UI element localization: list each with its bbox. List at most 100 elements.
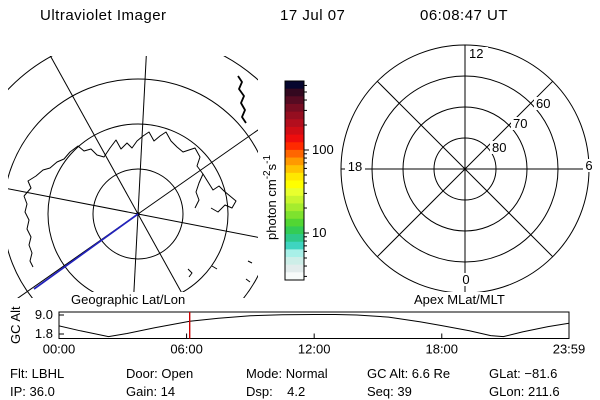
latitude-circle [0, 0, 363, 400]
coastline-path [23, 131, 237, 213]
island-mark [187, 268, 193, 278]
ring-label-bg [490, 141, 511, 154]
latitude-circle [8, 78, 258, 298]
colorbar-band [285, 211, 304, 220]
colorbar-band [285, 188, 304, 197]
colorbar-band [285, 149, 304, 159]
colorbar-band [285, 257, 304, 266]
x-tick-label: 12:00 [298, 342, 331, 357]
colorbar-border [284, 80, 305, 281]
colorbar-band [285, 272, 304, 281]
mlat-ring-label: 70 [513, 116, 527, 131]
colorbar-band [285, 180, 304, 189]
colorbar-tick-label: 10 [312, 225, 326, 240]
timeline-plot: 9.0 1.800:00 06:00 12:00 18:00 23:59 GC Alt [8, 306, 585, 356]
status-seq: Seq: 39 [367, 384, 412, 399]
mlt-hour-label: 12 [469, 46, 483, 61]
status-dsp: Dsp: 4.2 [246, 384, 306, 399]
meridian-line [137, 213, 258, 238]
meridian-line [8, 188, 139, 215]
colorbar-band [285, 111, 304, 120]
y-tick-label: 1.8 [35, 326, 53, 341]
mlt-hour-label: 0 [462, 272, 469, 287]
status-gc-alt: GC Alt: 6.6 Re [367, 366, 451, 381]
coastline-path [194, 173, 204, 209]
colorbar-band [285, 264, 304, 273]
colorbar-band [285, 234, 304, 243]
hour-label-bg [345, 160, 365, 173]
app-title: Ultraviolet Imager [40, 7, 167, 24]
colorbar-band [285, 249, 304, 258]
hour-label-bg [468, 47, 488, 60]
colorbar-band [285, 134, 304, 143]
status-ip: IP: 36.0 [10, 384, 55, 399]
status-glat: GLat: −81.6 [489, 366, 558, 381]
x-tick-label: 18:00 [425, 342, 458, 357]
map-coastlines [23, 75, 253, 283]
hour-label-bg [460, 273, 472, 286]
colorbar: 100 10 photon cm-2s-1 [262, 80, 334, 281]
colorbar-band [285, 165, 304, 174]
status-flight: Flt: LBHL [10, 366, 65, 381]
mlat-ring-label: 60 [536, 96, 550, 111]
colorbar-band [285, 172, 304, 182]
colorbar-band [285, 203, 304, 212]
colorbar-band [285, 119, 304, 128]
mlat-ring-label: 80 [492, 140, 506, 155]
meridian-line [137, 213, 186, 298]
meridian-line [49, 56, 139, 215]
mlt-spoke [376, 80, 466, 170]
altitude-curve [59, 314, 569, 338]
island-mark [245, 278, 251, 283]
island-mark [247, 260, 253, 264]
island-mark [211, 265, 218, 270]
colorbar-band [285, 126, 304, 136]
meridian-line [133, 213, 139, 298]
latitude-circle [47, 123, 229, 298]
colorbar-band [285, 103, 304, 113]
ring-label-bg [534, 97, 555, 110]
hour-label-bg [583, 159, 595, 172]
x-tick-label: 06:00 [170, 342, 203, 357]
status-mode: Mode: Normal [246, 366, 328, 381]
meridian-line [137, 129, 258, 215]
colorbar-band [285, 157, 304, 166]
coastline-path [23, 195, 34, 268]
colorbar-band [285, 241, 304, 250]
mlt-spoke [376, 168, 466, 258]
status-door: Door: Open [126, 366, 194, 381]
colorbar-tick-label: 100 [312, 142, 334, 157]
status-gain: Gain: 14 [126, 384, 176, 399]
status-glon: GLon: 211.6 [489, 384, 560, 399]
mlt-spoke [464, 80, 554, 170]
timeline-ylabel: GC Alt [8, 306, 23, 344]
colorbar-band [285, 218, 304, 228]
colorbar-band [285, 195, 304, 205]
header-time: 06:08:47 UT [420, 7, 509, 24]
colorbar-band [285, 96, 304, 105]
colorbar-band [285, 226, 304, 235]
satellite-track [33, 213, 139, 290]
map-grid [0, 0, 363, 400]
colorbar-band [285, 81, 304, 90]
coastline-path [237, 75, 247, 124]
latitude-circle [92, 168, 184, 260]
x-tick-label: 00:00 [43, 342, 76, 357]
mlt-spoke [464, 168, 554, 258]
header-date: 17 Jul 07 [280, 7, 346, 24]
geographic-map [0, 0, 363, 400]
colorbar-axis-label: photon cm-2s-1 [262, 155, 279, 240]
geographic-plot-title: Geographic Lat/Lon [70, 292, 187, 307]
y-tick-label: 9.0 [35, 307, 53, 322]
ring-label-bg [511, 117, 532, 130]
colorbar-band [285, 142, 304, 151]
map-track [33, 213, 139, 290]
meridian-line [137, 56, 147, 215]
colorbar-band [285, 88, 304, 97]
mlt-hour-label: 6 [585, 158, 592, 173]
x-tick-label: 23:59 [553, 342, 586, 357]
mlt-hour-label: 18 [348, 159, 362, 174]
